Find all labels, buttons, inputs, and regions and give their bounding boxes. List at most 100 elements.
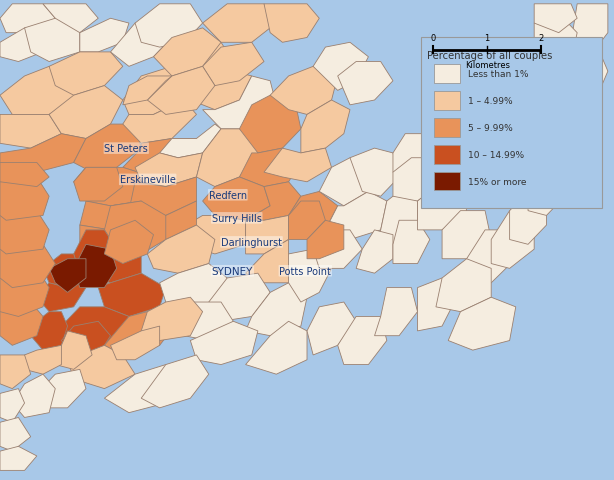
Polygon shape — [160, 125, 221, 158]
Polygon shape — [160, 264, 227, 312]
Polygon shape — [80, 202, 141, 230]
Polygon shape — [325, 192, 387, 240]
Polygon shape — [129, 202, 196, 240]
Polygon shape — [246, 322, 307, 374]
Polygon shape — [393, 158, 442, 202]
Text: 15% or more: 15% or more — [468, 178, 527, 186]
Polygon shape — [534, 48, 571, 110]
Polygon shape — [12, 374, 55, 418]
Polygon shape — [565, 43, 608, 106]
Bar — [434, 173, 460, 191]
Polygon shape — [0, 269, 49, 317]
Polygon shape — [559, 82, 602, 134]
Text: Darlinghurst: Darlinghurst — [221, 238, 282, 247]
Polygon shape — [239, 149, 301, 187]
Polygon shape — [190, 72, 252, 110]
Polygon shape — [25, 19, 80, 62]
Polygon shape — [37, 370, 86, 408]
Polygon shape — [0, 389, 25, 422]
Polygon shape — [375, 192, 418, 245]
Polygon shape — [467, 230, 516, 283]
Polygon shape — [307, 302, 356, 355]
Polygon shape — [147, 67, 215, 115]
Bar — [434, 65, 460, 84]
Polygon shape — [0, 67, 80, 115]
Polygon shape — [203, 43, 264, 86]
Polygon shape — [0, 178, 49, 221]
Polygon shape — [123, 139, 196, 178]
Text: 10 – 14.99%: 10 – 14.99% — [468, 151, 524, 159]
Polygon shape — [313, 43, 368, 91]
Text: St Peters: St Peters — [104, 144, 148, 154]
Polygon shape — [442, 211, 491, 259]
Polygon shape — [0, 302, 43, 346]
Polygon shape — [528, 168, 565, 216]
Polygon shape — [516, 120, 559, 173]
Polygon shape — [0, 446, 37, 470]
Polygon shape — [289, 192, 338, 235]
Polygon shape — [319, 158, 375, 206]
Text: 0: 0 — [431, 34, 436, 43]
Polygon shape — [80, 19, 129, 53]
Polygon shape — [338, 62, 393, 106]
Polygon shape — [571, 5, 608, 58]
Polygon shape — [350, 149, 399, 197]
Polygon shape — [448, 298, 516, 350]
Text: Erskineville: Erskineville — [120, 175, 176, 185]
Text: 1: 1 — [484, 34, 490, 43]
Polygon shape — [246, 283, 307, 336]
Polygon shape — [418, 278, 454, 331]
Polygon shape — [491, 154, 546, 202]
Polygon shape — [307, 221, 344, 259]
Polygon shape — [196, 130, 258, 187]
Polygon shape — [203, 178, 270, 221]
Polygon shape — [528, 86, 571, 139]
Polygon shape — [68, 346, 135, 389]
Polygon shape — [43, 254, 80, 288]
Polygon shape — [123, 67, 196, 115]
Polygon shape — [31, 312, 68, 350]
Polygon shape — [55, 331, 92, 370]
Polygon shape — [510, 192, 546, 245]
Polygon shape — [203, 5, 276, 43]
Polygon shape — [246, 216, 289, 254]
Polygon shape — [49, 259, 86, 293]
Polygon shape — [209, 274, 270, 322]
Text: 5 – 9.99%: 5 – 9.99% — [468, 124, 513, 132]
Polygon shape — [246, 240, 307, 283]
Polygon shape — [74, 125, 141, 173]
Polygon shape — [74, 230, 141, 283]
Polygon shape — [393, 134, 436, 178]
Polygon shape — [0, 29, 43, 62]
Polygon shape — [356, 230, 393, 274]
Bar — [434, 119, 460, 137]
Polygon shape — [61, 322, 111, 355]
Polygon shape — [270, 67, 338, 115]
Polygon shape — [418, 182, 467, 230]
FancyBboxPatch shape — [421, 38, 602, 209]
Polygon shape — [74, 168, 154, 206]
Polygon shape — [491, 211, 534, 269]
Polygon shape — [0, 211, 49, 254]
Polygon shape — [0, 5, 55, 34]
Text: Surry Hills: Surry Hills — [212, 214, 262, 223]
Polygon shape — [534, 14, 577, 77]
Polygon shape — [246, 182, 301, 221]
Polygon shape — [111, 19, 172, 67]
Polygon shape — [25, 346, 61, 374]
Polygon shape — [98, 274, 166, 317]
Polygon shape — [135, 154, 203, 187]
Polygon shape — [436, 259, 491, 312]
Polygon shape — [393, 221, 430, 264]
Polygon shape — [178, 216, 246, 254]
Polygon shape — [0, 134, 86, 173]
Polygon shape — [135, 5, 203, 48]
Polygon shape — [534, 5, 577, 34]
Polygon shape — [49, 86, 123, 139]
Text: SYDNEY: SYDNEY — [212, 266, 253, 276]
Polygon shape — [123, 101, 196, 144]
Polygon shape — [0, 115, 61, 149]
Polygon shape — [264, 5, 319, 43]
Polygon shape — [49, 53, 123, 96]
Polygon shape — [313, 230, 362, 269]
